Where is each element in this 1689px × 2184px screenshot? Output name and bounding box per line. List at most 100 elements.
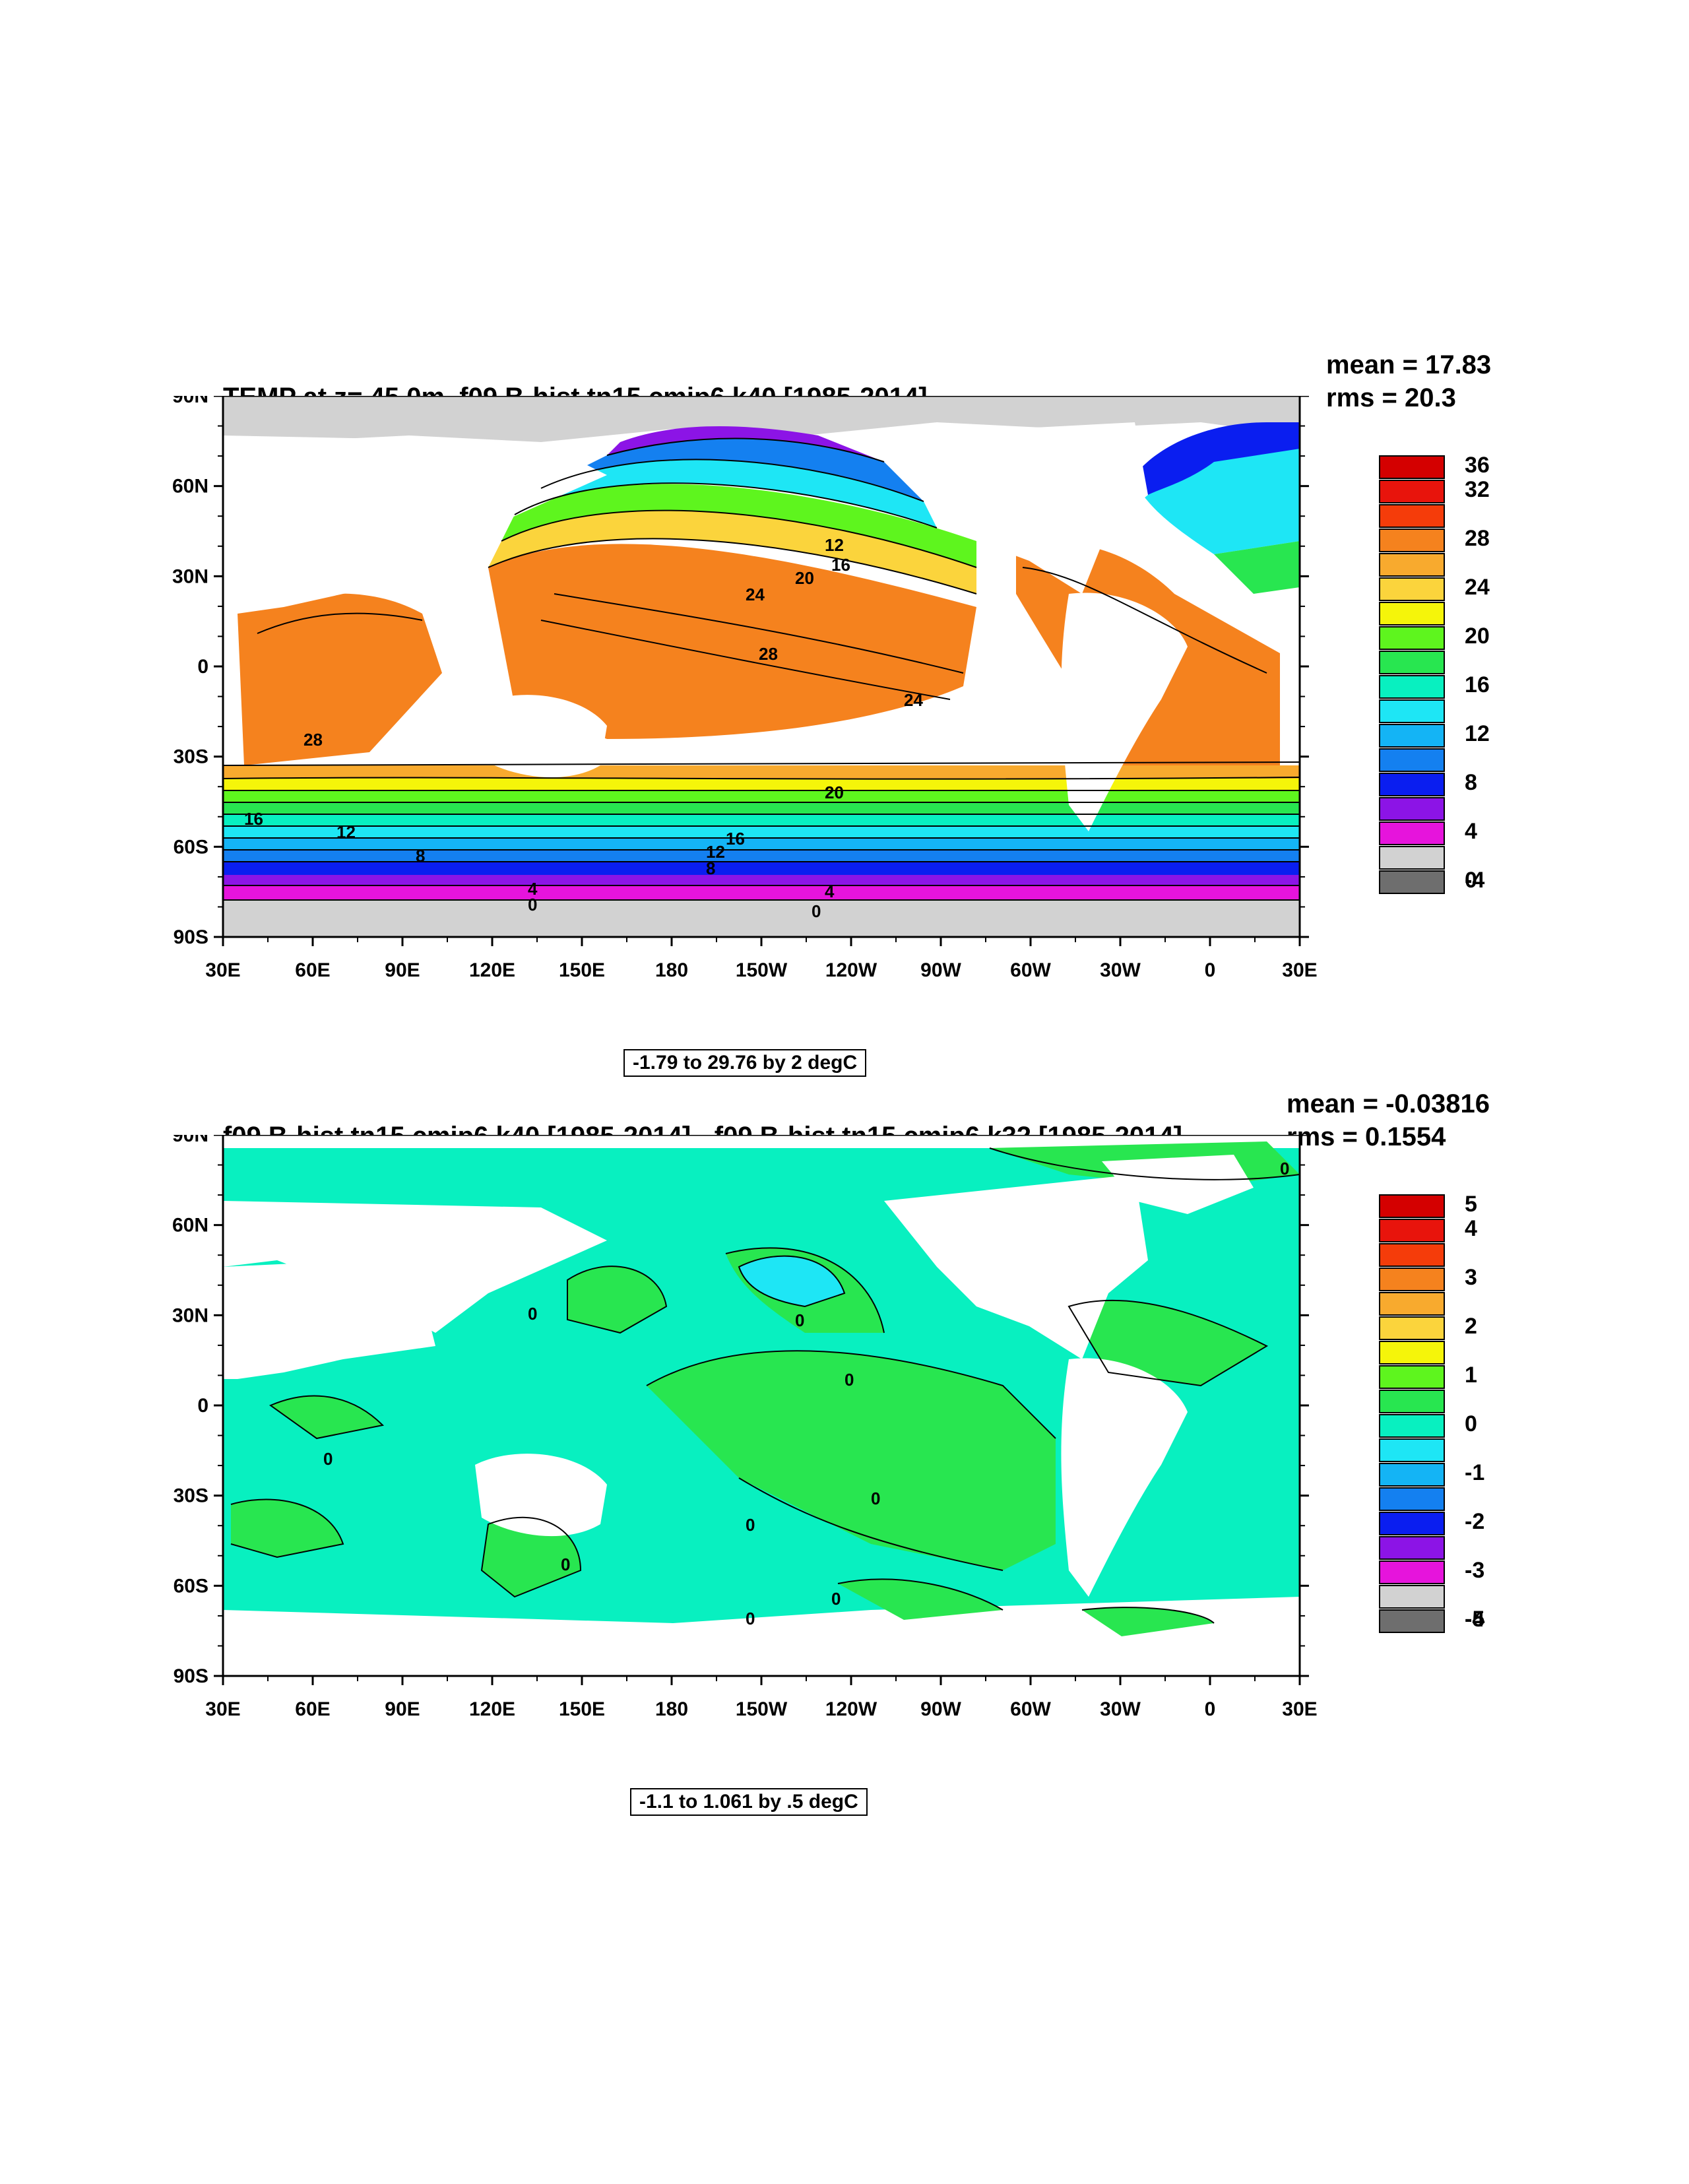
contour-label: 24 [904,690,923,710]
contour-label: 16 [831,555,850,575]
contour-label: 16 [244,809,263,829]
diff-positive-so-atl [1082,1607,1214,1636]
lon-tick-label: 30E [205,959,240,981]
legend-label: 4 [1465,819,1477,844]
legend-color-box [1379,626,1445,650]
legend-color-box [1379,1341,1445,1365]
contour-label: 8 [706,858,715,878]
lon-tick-label: 30E [1282,959,1317,981]
legend-color-box [1379,1365,1445,1389]
contour-label: 0 [844,1370,854,1390]
lon-tick-label: 30W [1100,1698,1141,1720]
lat-tick-label: 60N [172,476,208,498]
diff-positive-pacific [647,1351,1056,1570]
bottom-mean-stat: mean = -0.03816 [1287,1089,1490,1118]
legend-color-box [1379,1536,1445,1560]
bottom-map-panel: f09.B-hist.tn15.cmip6.k40 [1985-2014] - … [0,1082,1689,1821]
south-america-land [1061,593,1188,831]
lat-tick-label: 60N [172,1215,208,1237]
contour-label: 0 [746,1609,755,1628]
lat-tick-label: 90N [172,396,208,407]
lon-tick-label: 90W [920,1698,961,1720]
legend-color-box [1379,1512,1445,1535]
legend-color-box [1379,797,1445,821]
lon-tick-label: 180 [655,1698,688,1720]
contour-label: 12 [336,822,356,842]
legend-color-box [1379,1560,1445,1584]
bottom-map-fields [223,1135,1300,1676]
lon-tick-label: 30E [1282,1698,1317,1720]
top-rms-stat: rms = 20.3 [1326,383,1456,412]
bottom-rms-stat: rms = 0.1554 [1287,1122,1446,1151]
lat-tick-label: 60S [174,1575,208,1597]
top-map-fields [223,396,1300,937]
legend-color-box [1379,602,1445,626]
lon-tick-label: 150E [559,1698,605,1720]
pacific-tropical-warm [488,544,976,739]
legend-color-box [1379,675,1445,699]
legend-label: 0 [1465,1411,1477,1436]
bottom-map-ticks [214,1135,1309,1685]
lon-tick-label: 60W [1010,959,1051,981]
contour-label: 24 [746,585,765,604]
contour-label: 0 [746,1515,755,1535]
legend-label: -5 [1465,1607,1485,1632]
npac-green [501,484,976,567]
diff-positive-so-indian [231,1499,343,1557]
contour-label: 0 [812,901,821,921]
bottom-map-plot: 0 0 0 0 0 0 0 0 0 0 90N60N30N030S60S90S … [172,1135,1318,1720]
lon-tick-label: 60W [1010,1698,1051,1720]
legend-color-box [1379,773,1445,796]
legend-label: -2 [1465,1509,1485,1534]
legend-label: 1 [1465,1363,1477,1388]
legend-color-box [1379,1390,1445,1413]
contour-label: 0 [528,895,537,915]
lon-tick-label: 150W [736,1698,788,1720]
legend-color-box [1379,1585,1445,1609]
australia-land [475,1454,607,1537]
top-lon-label-group: 30E 60E 90E 120E 150E 180 150W 120W 90W 60W 30W 0 30… [205,959,1317,981]
legend-color-box [1379,553,1445,577]
legend-label: 8 [1465,770,1477,795]
legend-label: 2 [1465,1314,1477,1339]
top-mean-stat: mean = 17.83 [1326,350,1492,379]
legend-label: -4 [1465,868,1485,893]
legend-label: 4 [1465,1216,1477,1241]
top-map-ticks [214,396,1309,946]
legend-label: 24 [1465,575,1490,600]
legend-label: 32 [1465,477,1490,502]
lat-tick-label: 30N [172,565,208,587]
legend-color-box [1379,748,1445,772]
legend-label: 28 [1465,526,1490,551]
diff-positive-so-austr [482,1517,581,1597]
top-lat-label-group: 90N 60N 30N 0 30S 60S 90S [172,396,208,948]
legend-color-box [1379,504,1445,528]
north-america-land [884,1174,1148,1359]
legend-color-box [1379,1438,1445,1462]
contour-label: 0 [323,1449,333,1469]
bottom-lon-label-group: 30E 60E 90E 120E 150E 180 150W 120W 90W 60W 30W 0 30… [205,1698,1317,1720]
contour-label: 0 [561,1555,570,1574]
band-24 [223,765,1300,779]
legend-color-box [1379,724,1445,748]
legend-label: -3 [1465,1558,1485,1583]
lat-tick-label: 30N [172,1304,208,1326]
top-map-panel: TEMP at z= 45.0m, f09.B-hist.tn15.cmip6.… [0,343,1689,1082]
band-18 [223,790,1300,802]
lon-tick-label: 150E [559,959,605,981]
contour-label: 0 [1280,1159,1289,1178]
lon-tick-label: 30W [1100,959,1141,981]
lon-tick-label: 180 [655,959,688,981]
band-0 [223,885,1300,900]
diff-negative-npac [739,1256,844,1306]
band-2 [223,875,1300,885]
lon-tick-label: 0 [1205,1698,1216,1720]
legend-label: 5 [1465,1192,1477,1217]
antarctic-ice-extent [223,904,1300,937]
band-10 [223,838,1300,850]
lon-tick-label: 60E [295,1698,330,1720]
contour-label: 28 [303,730,323,750]
legend-color-box [1379,529,1445,552]
legend-label: -1 [1465,1460,1485,1485]
lon-tick-label: 90E [385,959,420,981]
